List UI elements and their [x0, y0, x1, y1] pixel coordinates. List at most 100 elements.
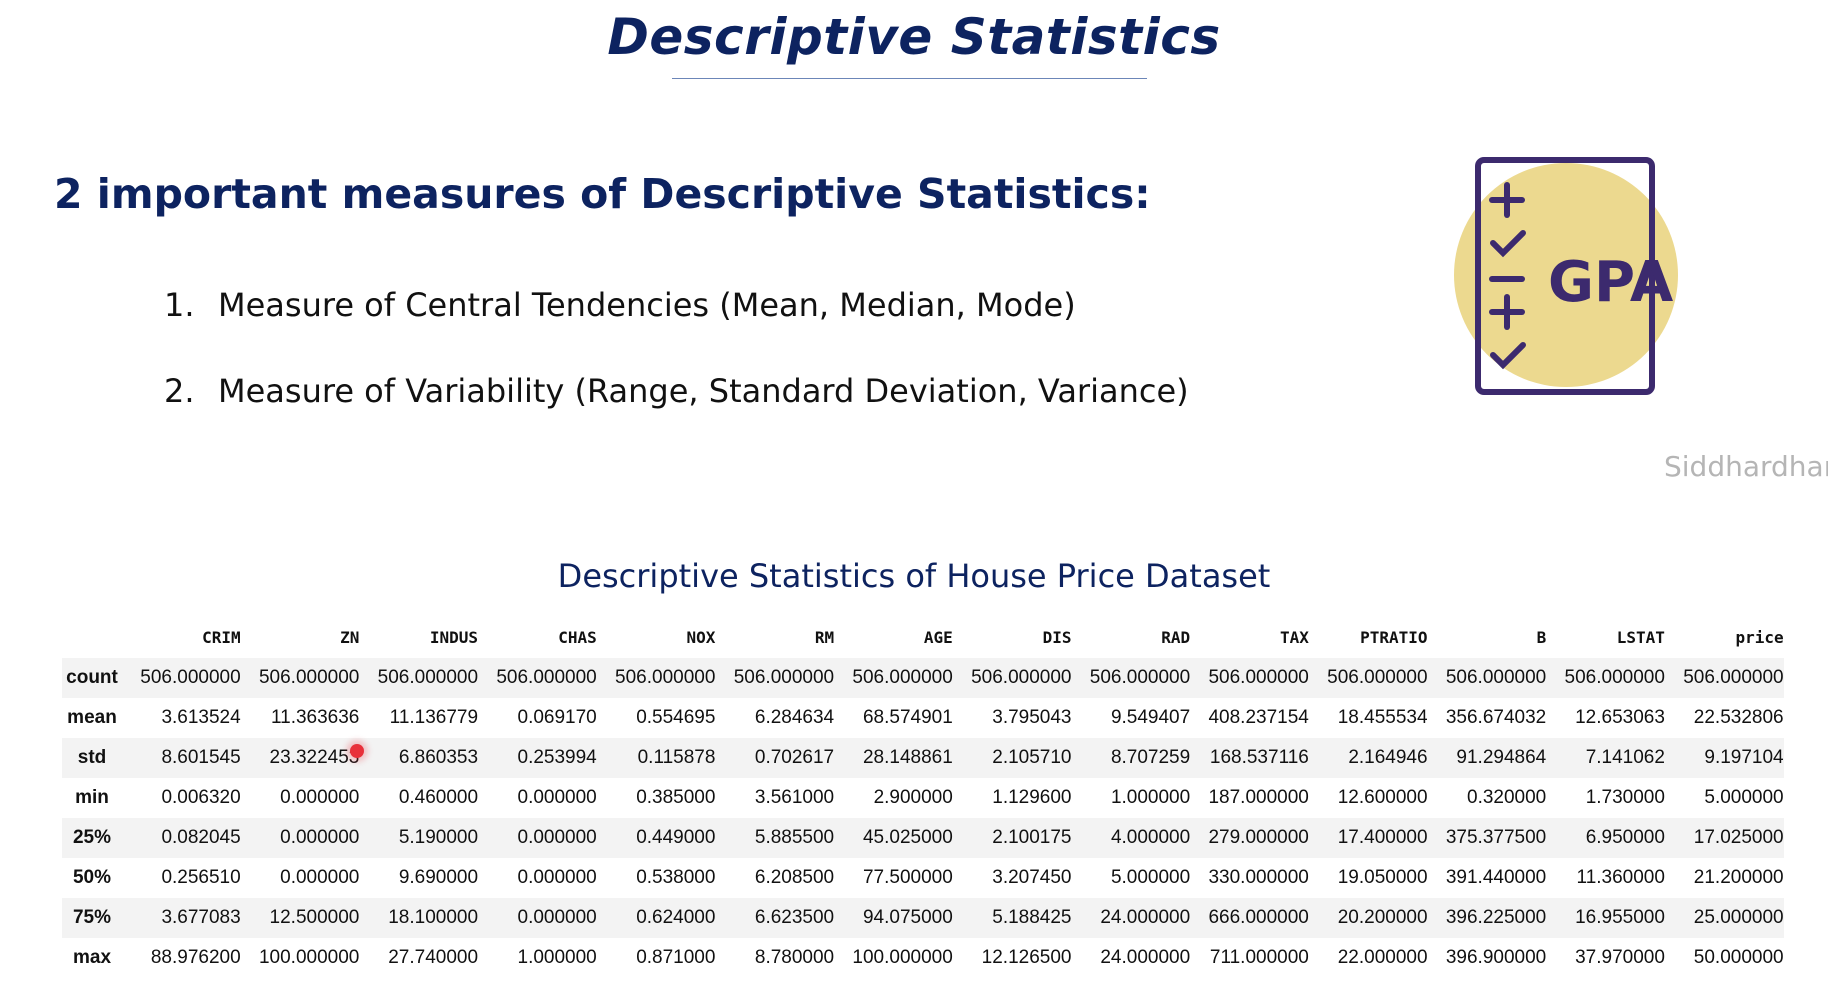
- table-cell: 0.000000: [280, 867, 360, 888]
- table-cell: 37.970000: [1575, 947, 1665, 968]
- pointer-highlight: [350, 744, 364, 758]
- table-cell: 0.006320: [161, 787, 241, 808]
- table-cell: 100.000000: [258, 947, 360, 968]
- table-cell: 77.500000: [862, 867, 953, 888]
- table-cell: 0.256510: [161, 867, 241, 888]
- column-header: RM: [814, 627, 835, 647]
- row-label: count: [66, 667, 118, 688]
- row-label: std: [77, 747, 107, 768]
- gpa-label: GPA: [1548, 250, 1674, 315]
- table-cell: 0.702617: [754, 747, 835, 768]
- table-row: min 0.006320 0.000000 0.460000 0.000000 0.385…: [62, 778, 1784, 818]
- table-cell: 0.000000: [517, 867, 597, 888]
- table-cell: 3.795043: [992, 707, 1072, 728]
- table-cell: 0.871000: [636, 947, 716, 968]
- column-header: ZN: [340, 627, 360, 647]
- table-cell: 5.190000: [398, 827, 479, 848]
- table-cell: 506.000000: [615, 667, 716, 688]
- table-cell: 8.707259: [1110, 747, 1191, 768]
- table-cell: 506.000000: [1089, 667, 1191, 688]
- table-cell: 506.000000: [1327, 667, 1428, 688]
- table-cell: 88.976200: [150, 947, 241, 968]
- list-text: Measure of Variability (Range, Standard …: [218, 372, 1189, 410]
- table-cell: 45.025000: [862, 827, 953, 848]
- table-cell: 2.100175: [992, 827, 1072, 848]
- table-cell: 9.690000: [398, 867, 479, 888]
- list-number: 2.: [164, 372, 195, 410]
- column-header: INDUS: [429, 627, 479, 647]
- table-cell: 187.000000: [1208, 787, 1309, 808]
- row-label: max: [72, 947, 112, 968]
- table-cell: 3.613524: [161, 707, 241, 728]
- watermark-text: Siddhardhan: [1664, 450, 1828, 483]
- table-cell: 2.900000: [873, 787, 953, 808]
- row-label: 25%: [72, 827, 112, 848]
- table-cell: 408.237154: [1208, 707, 1309, 728]
- column-header: DIS: [1042, 627, 1072, 647]
- row-label: 75%: [72, 907, 112, 928]
- list-item-variability: 2. Measure of Variability (Range, Standar…: [164, 372, 1189, 410]
- slide-title: Descriptive Statistics: [607, 8, 1221, 66]
- table-cell: 16.955000: [1575, 907, 1665, 928]
- table-cell: 0.624000: [636, 907, 716, 928]
- table-body: count 506.000000 506.000000 506.000000 506.0…: [62, 658, 1784, 978]
- table-cell: 6.950000: [1585, 827, 1665, 848]
- table-cell: 25.000000: [1693, 907, 1784, 928]
- column-header: B: [1536, 627, 1547, 647]
- table-cell: 24.000000: [1100, 907, 1191, 928]
- table-cell: 0.449000: [636, 827, 716, 848]
- descriptive-stats-table: CRIM ZN INDUS CHAS NOX RM AGE DIS RAD TAX PTRATIO B…: [62, 616, 1784, 978]
- table-cell: 396.225000: [1445, 907, 1547, 928]
- table-cell: 506.000000: [1445, 667, 1547, 688]
- table-cell: 0.253994: [517, 747, 597, 768]
- table-cell: 506.000000: [1208, 667, 1309, 688]
- table-cell: 6.284634: [754, 707, 835, 728]
- table-cell: 330.000000: [1208, 867, 1309, 888]
- table-cell: 100.000000: [852, 947, 953, 968]
- table-cell: 1.000000: [1110, 787, 1191, 808]
- table-cell: 18.455534: [1337, 707, 1428, 728]
- table-cell: 6.623500: [754, 907, 835, 928]
- table-cell: 8.780000: [754, 947, 835, 968]
- table-cell: 0.069170: [517, 707, 597, 728]
- table-cell: 91.294864: [1456, 747, 1547, 768]
- table-cell: 0.000000: [517, 907, 597, 928]
- column-header: CRIM: [202, 627, 241, 647]
- column-header: price: [1735, 627, 1784, 647]
- row-label: min: [75, 787, 109, 808]
- table-cell: 0.115878: [637, 747, 716, 768]
- table-cell: 506.000000: [852, 667, 953, 688]
- table-cell: 506.000000: [258, 667, 360, 688]
- table-cell: 506.000000: [496, 667, 597, 688]
- table-cell: 356.674032: [1445, 707, 1547, 728]
- table-cell: 375.377500: [1445, 827, 1547, 848]
- table-row: std 8.601545 23.322453 6.860353 0.253994 0.11…: [62, 738, 1784, 778]
- column-header: NOX: [686, 627, 716, 647]
- table-cell: 3.207450: [992, 867, 1072, 888]
- table-cell: 3.561000: [754, 787, 835, 808]
- table-cell: 24.000000: [1100, 947, 1191, 968]
- table-cell: 3.677083: [161, 907, 241, 928]
- table-cell: 12.600000: [1337, 787, 1428, 808]
- table-cell: 68.574901: [862, 707, 953, 728]
- table-row: 25% 0.082045 0.000000 5.190000 0.000000 0.449…: [62, 818, 1784, 858]
- table-cell: 168.537116: [1209, 747, 1309, 768]
- column-header: RAD: [1161, 627, 1191, 647]
- table-cell: 396.900000: [1445, 947, 1547, 968]
- table-row: 75% 3.677083 12.500000 18.100000 0.000000 0.6…: [62, 898, 1784, 938]
- table-cell: 0.000000: [517, 827, 597, 848]
- title-underline: [672, 78, 1147, 79]
- table-cell: 506.000000: [1683, 667, 1784, 688]
- column-header: PTRATIO: [1360, 627, 1428, 647]
- table-cell: 23.322453: [269, 747, 360, 768]
- table-cell: 5.000000: [1704, 787, 1784, 808]
- table-cell: 0.554695: [636, 707, 716, 728]
- table-cell: 0.320000: [1467, 787, 1547, 808]
- table-cell: 17.025000: [1693, 827, 1784, 848]
- table-cell: 4.000000: [1110, 827, 1191, 848]
- table-cell: 22.532806: [1693, 707, 1784, 728]
- table-cell: 22.000000: [1337, 947, 1428, 968]
- row-label: mean: [67, 707, 117, 728]
- column-header: CHAS: [558, 627, 597, 647]
- table-row: mean 3.613524 11.363636 11.136779 0.069170 0.…: [62, 698, 1784, 738]
